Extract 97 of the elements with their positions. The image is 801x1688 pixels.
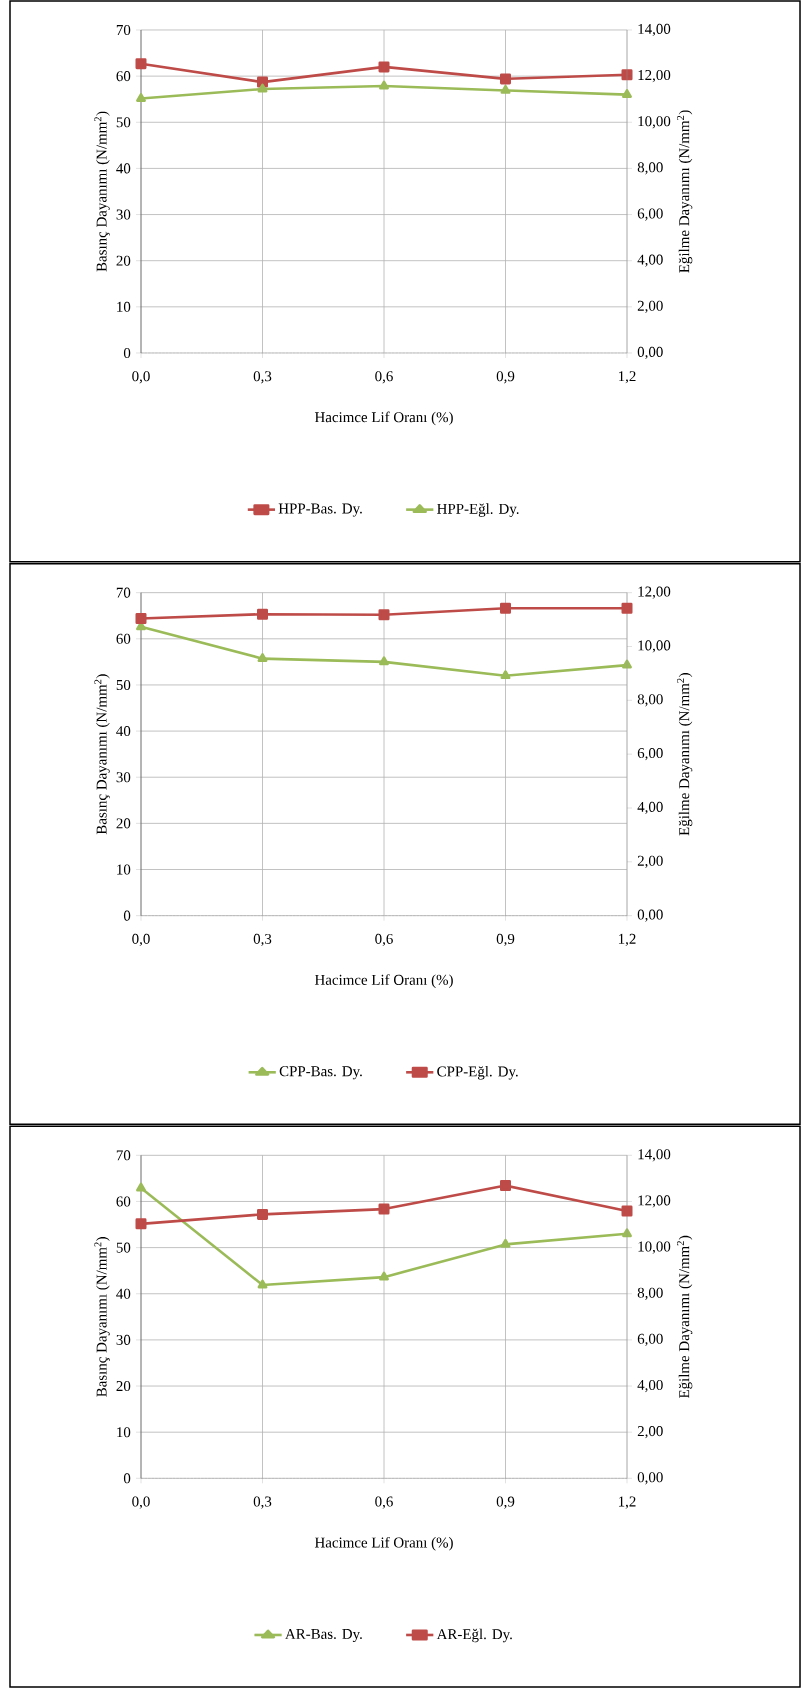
- y-tick-label: 70: [116, 1150, 131, 1161]
- legend-label: AR-Eğl. Dy.: [436, 1628, 512, 1643]
- y-tick-label: 40: [116, 1288, 131, 1299]
- point: [500, 73, 511, 85]
- y-tick-label: 70: [116, 24, 131, 36]
- point: [500, 670, 511, 680]
- y2-tick-label: 0,00: [637, 346, 663, 360]
- y-axis-title: Basınç Dayanımı (N/mm$^{2}$): [94, 674, 110, 835]
- y2-tick-label: 4,00: [637, 1379, 663, 1393]
- x-axis-title: Hacimce Lif Oranı (%): [314, 1536, 453, 1551]
- y-tick-label: 50: [116, 679, 131, 690]
- y-tick-label: 70: [116, 587, 131, 598]
- y-axis-title: Basınç Dayanımı (N/mm$^{2}$): [94, 1237, 110, 1397]
- point: [135, 58, 147, 70]
- y2-tick-label: 12,00: [638, 1195, 671, 1208]
- x-tick-label: 0,9: [496, 1496, 515, 1509]
- y2-tick-label: 10,00: [638, 640, 671, 653]
- x-axis-title: Hacimce Lif Oranı (%): [314, 974, 453, 988]
- x-tick-label: 0,6: [375, 1496, 393, 1509]
- y2-tick-label: 6,00: [637, 1333, 663, 1347]
- x-axis-title: Hacimce Lif Oranı (%): [314, 411, 453, 426]
- y2-axis-title: Eğilme Dayanımı (N/mm$^{2}$): [676, 673, 693, 836]
- y2-tick-label: 2,00: [637, 855, 663, 868]
- point: [379, 1271, 389, 1281]
- y-tick-label: 60: [116, 633, 131, 644]
- point: [136, 1182, 146, 1192]
- x-tick-label: 0,9: [496, 933, 515, 947]
- point: [135, 1218, 147, 1230]
- y-tick-label: 20: [116, 1381, 131, 1392]
- point: [257, 1279, 268, 1289]
- legend-label: HPP-Eğl. Dy.: [437, 503, 519, 517]
- y2-tick-label: 0,00: [637, 1472, 663, 1485]
- point: [257, 653, 268, 663]
- y-tick-label: 10: [117, 301, 131, 312]
- point: [378, 61, 390, 73]
- point: [622, 89, 632, 98]
- y2-tick-label: 8,00: [637, 1287, 663, 1300]
- x-tick-label: 0,3: [253, 371, 272, 384]
- y2-tick-label: 2,00: [637, 300, 663, 313]
- y-tick-label: 30: [116, 209, 131, 220]
- y-axis-title: Basınç Dayanımı (N/mm$^{2}$): [94, 111, 110, 272]
- point: [257, 83, 268, 93]
- point: [379, 656, 389, 666]
- y2-tick-label: 8,00: [637, 694, 663, 707]
- y2-tick-label: 6,00: [637, 208, 663, 221]
- y2-tick-label: 14,00: [638, 1149, 671, 1162]
- y2-tick-label: 4,00: [637, 801, 663, 815]
- x-tick-label: 0,9: [496, 371, 515, 384]
- y-tick-label: 40: [116, 163, 131, 174]
- y2-axis-title: Eğilme Dayanımı (N/mm$^{2}$): [676, 110, 693, 273]
- y-tick-label: 20: [116, 818, 131, 829]
- x-tick-label: 0,6: [375, 371, 393, 384]
- y2-tick-label: 4,00: [637, 254, 663, 267]
- x-tick-label: 0,3: [253, 933, 272, 947]
- point: [378, 1203, 390, 1215]
- y2-tick-label: 12,00: [638, 586, 671, 599]
- y2-tick-label: 12,00: [638, 70, 671, 83]
- y2-tick-label: 10,00: [638, 116, 671, 129]
- y-tick-label: 30: [116, 1334, 131, 1345]
- y2-tick-label: 2,00: [637, 1426, 663, 1439]
- point: [500, 1180, 511, 1192]
- y2-tick-label: 6,00: [637, 748, 663, 761]
- y-tick-label: 10: [117, 864, 131, 875]
- x-tick-label: 1,2: [618, 1496, 636, 1509]
- y2-axis-title: Eğilme Dayanımı (N/mm$^{2}$): [676, 1235, 693, 1399]
- legend-label: HPP-Bas. Dy.: [278, 503, 362, 517]
- y2-tick-label: 14,00: [638, 23, 671, 37]
- y-tick-label: 0: [123, 347, 131, 359]
- x-tick-label: 0,0: [132, 371, 150, 384]
- x-tick-label: 0,6: [375, 933, 393, 947]
- x-tick-label: 0,3: [253, 1496, 272, 1509]
- x-tick-label: 0,0: [132, 933, 150, 947]
- legend-label: CPP-Bas. Dy.: [279, 1066, 362, 1080]
- y-tick-label: 20: [116, 255, 131, 266]
- y-tick-label: 0: [123, 1473, 131, 1484]
- x-tick-label: 0,0: [132, 1496, 150, 1509]
- y-tick-label: 30: [116, 772, 131, 783]
- y-tick-label: 50: [116, 1242, 131, 1253]
- y2-tick-label: 8,00: [637, 162, 663, 175]
- x-tick-label: 1,2: [618, 933, 636, 947]
- point: [379, 80, 389, 90]
- y-tick-label: 40: [116, 726, 131, 737]
- legend-label: CPP-Eğl. Dy.: [437, 1066, 518, 1080]
- y-tick-label: 0: [123, 910, 131, 921]
- y-tick-label: 60: [116, 1196, 131, 1207]
- point: [500, 84, 511, 94]
- y-tick-label: 60: [116, 71, 131, 82]
- y-tick-label: 10: [117, 1427, 131, 1438]
- y-tick-label: 50: [116, 117, 131, 128]
- y2-tick-label: 0,00: [637, 909, 663, 922]
- point: [621, 1205, 633, 1217]
- point: [136, 93, 146, 102]
- x-tick-label: 1,2: [618, 371, 636, 384]
- y2-tick-label: 10,00: [638, 1241, 671, 1254]
- legend-label: AR-Bas. Dy.: [285, 1628, 362, 1643]
- point: [257, 1208, 268, 1220]
- point: [500, 1238, 511, 1248]
